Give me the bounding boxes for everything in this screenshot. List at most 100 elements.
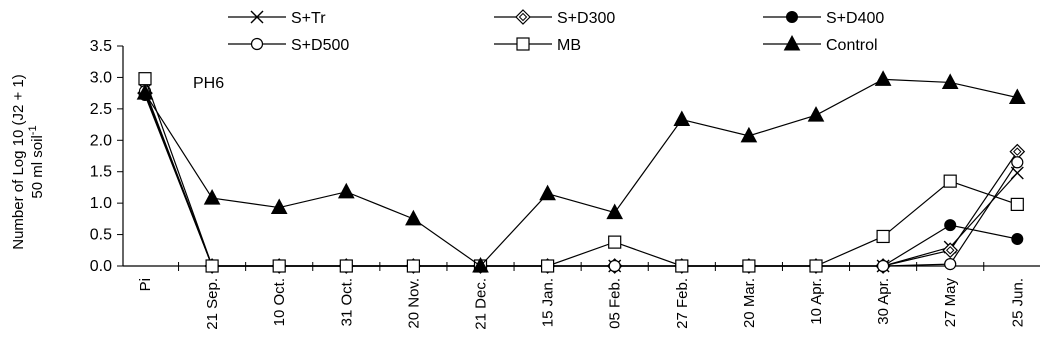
x-tick-label-10-oct: 10 Oct. [271,278,288,326]
legend-item-s-d400-marker [786,11,798,23]
series-control-point-shape [539,184,556,201]
series-control-line [144,78,1018,267]
legend-item-s-d500: S+D500 [228,37,349,54]
series-control-point [807,106,825,122]
series-mb-point [742,259,756,273]
series-s-d500-point-shape [876,259,890,273]
series-mb-point [406,259,420,273]
series-control-point-shape [203,189,221,205]
series-mb-line [144,78,1018,267]
y-tick-label: 2.5 [90,101,112,118]
series-s-d300 [137,85,1026,274]
x-tick-label-31-oct: 31 Oct. [338,278,355,326]
series-control-point [405,209,422,226]
series-control-point [1008,88,1026,105]
series-s-d300-point [942,242,959,259]
series-s-d500-point [876,259,890,273]
series-mb-point [1010,197,1024,211]
series-mb-point-shape [540,259,555,273]
legend-item-s-d500-marker [250,37,264,51]
series-control-point-shape [740,126,758,143]
series-mb-point-shape [675,259,689,273]
legend-item-s-tr: S+Tr [228,10,326,27]
series-mb-point [943,174,957,188]
series-control-point [673,110,691,127]
y-tick-label: 0.0 [90,258,112,275]
legend-item-s-d500-label: S+D500 [291,37,349,54]
y-axis-label-line1: Number of Log 10 (J2 + 1) [10,74,27,250]
plot-area [136,70,1026,274]
y-axis-label-superscript: -1 [27,125,39,135]
series-mb-point [540,259,555,273]
series-control-point [740,126,758,143]
series-control-point [337,182,355,199]
legend-item-mb-marker-shape [516,37,530,51]
series-control-point-shape [1008,88,1026,105]
legend-item-mb-label: MB [557,37,581,54]
series-s-tr [138,83,1024,273]
series-s-d300-point-inner [945,246,955,255]
legend-item-control-marker [783,34,801,51]
series-s-d500-point-shape [944,258,957,271]
legend-item-mb-marker [516,37,530,51]
legend-item-s-d300-marker-inner [518,12,528,22]
series-mb-point-shape [742,259,756,273]
series-control [136,70,1026,273]
legend-item-mb: MB [494,37,581,54]
y-tick-label: 3.0 [90,69,112,86]
x-tick-label-15-jan: 15 Jan. [540,278,557,327]
series-mb-point-shape [876,229,890,244]
series-control-point [270,198,288,215]
x-tick-label-21-dec: 21 Dec. [473,278,490,330]
legend-item-s-d400-marker-shape [786,11,798,23]
series-s-d500-point-shape [1011,156,1024,169]
legend-item-s-d300: S+D300 [494,9,615,27]
x-tick-label-27-feb: 27 Feb. [674,278,691,329]
legend-item-s-d500-marker-shape [250,37,264,51]
legend-item-s-tr-marker [250,10,264,24]
series-mb-point [205,259,219,273]
x-tick-label-30-apr: 30 Apr. [875,278,892,325]
legend: S+Tr S+D300 S+D400 S+D500 MB Control [228,9,884,54]
series-mb-point-shape [272,259,286,273]
series-control-point-shape [405,209,422,226]
series-mb-point-shape [943,174,957,188]
series-mb-point [339,259,353,273]
legend-item-s-tr-label: S+Tr [291,10,326,27]
series-mb-point [675,259,689,273]
series-control-point-shape [270,198,288,215]
x-tick-label-21-sep: 21 Sep. [204,278,221,330]
series-mb-point-shape [406,259,420,273]
series-control-point-shape [874,70,892,86]
series-control-point-shape [673,110,691,127]
series-mb-point [809,259,823,273]
series-s-d500-point [944,258,957,271]
series-control-point-shape [807,106,825,122]
y-axis-label: Number of Log 10 (J2 + 1) 50 ml soil-1 [10,74,46,250]
x-tick-label-pi: Pi [137,278,154,291]
legend-item-s-d400-label: S+D400 [826,10,884,27]
series-control-point [874,70,892,86]
series-mb-point-shape [1010,197,1024,211]
series-control-point-shape [606,203,624,220]
x-tick-label-05-feb: 05 Feb. [607,278,624,329]
series-mb-point-shape [809,259,823,273]
y-tick-label: 3.5 [90,38,112,55]
series-s-d500 [138,85,1024,273]
y-tick-label: 1.5 [90,164,112,181]
series-control-point [539,184,556,201]
series-s-d400 [139,89,1024,272]
y-axis-label-line2: 50 ml soil-1 [27,125,46,198]
series-mb-point [138,72,152,86]
series-control-point-shape [472,256,489,273]
series-control-point [203,189,221,205]
legend-item-s-d300-marker [515,9,531,25]
legend-item-control-marker-shape [783,34,801,51]
y-tick-label: 0.5 [90,227,112,244]
series-s-d500-point [1011,156,1024,169]
legend-item-s-d300-label: S+D300 [557,10,615,27]
chart-annotation: PH6 [193,75,224,92]
series-s-d400-point [944,219,957,232]
series-mb [138,72,1024,273]
